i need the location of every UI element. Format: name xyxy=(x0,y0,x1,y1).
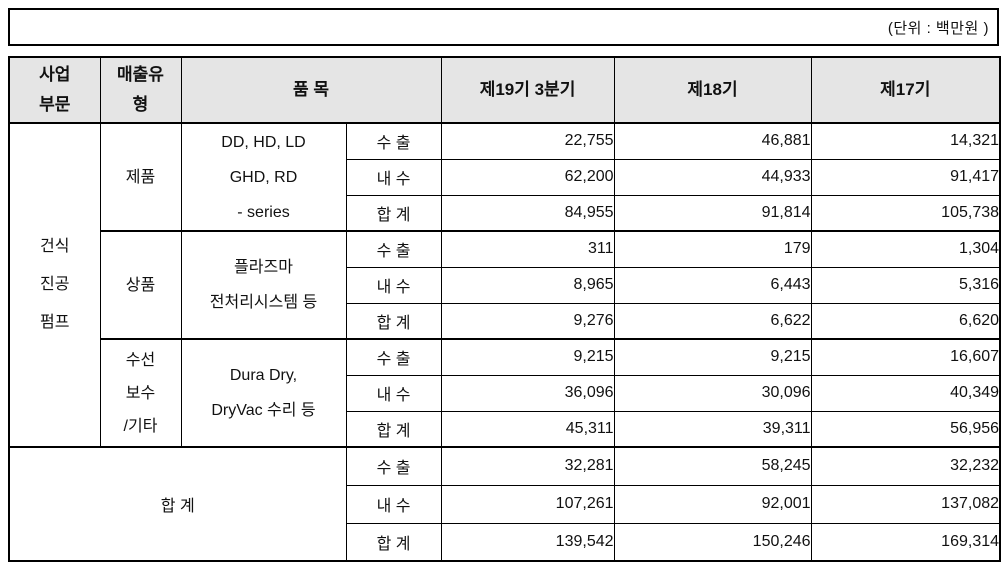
table-row: 합 계 9,276 6,622 6,620 xyxy=(9,302,1001,340)
value-cell: 40,349 xyxy=(810,374,1001,412)
value-cell: 139,542 xyxy=(440,522,615,562)
row-type-cell: 내 수 xyxy=(345,158,442,196)
header-row: 사업 부문 매출유 형 품 목 제19기 3분기 제18기 제17기 xyxy=(8,56,1001,124)
value-cell: 45,311 xyxy=(440,410,615,448)
col-header-period-18: 제18기 xyxy=(613,56,812,124)
value-cell: 44,933 xyxy=(613,158,812,196)
table-row: 내 수 36,096 30,096 40,349 xyxy=(9,374,1001,412)
row-type-cell: 합 계 xyxy=(345,302,442,340)
item-cell-repair: Dura Dry, DryVac 수리 등 xyxy=(180,338,347,448)
value-cell: 137,082 xyxy=(810,484,1001,524)
value-cell: 6,622 xyxy=(613,302,812,340)
sales-type-cell-product: 제품 xyxy=(99,122,182,232)
value-cell: 6,620 xyxy=(810,302,1001,340)
row-type-cell: 수 출 xyxy=(345,338,442,376)
table-row: 합 계 139,542 150,246 169,314 xyxy=(9,522,1001,562)
col-header-item: 품 목 xyxy=(180,56,442,124)
row-type-cell: 수 출 xyxy=(345,230,442,268)
value-cell: 311 xyxy=(440,230,615,268)
table-row: 내 수 107,261 92,001 137,082 xyxy=(9,484,1001,524)
row-type-cell: 수 출 xyxy=(345,122,442,160)
table-row: 건식 진공 펌프 제품 DD, HD, LD GHD, RD - series … xyxy=(8,122,1001,448)
value-cell: 32,281 xyxy=(440,446,615,486)
value-cell: 91,417 xyxy=(810,158,1001,196)
table-row: 상품 플라즈마 전처리시스템 등 수 출 311 179 1,304 xyxy=(9,230,1001,340)
value-cell: 5,316 xyxy=(810,266,1001,304)
table-row: 수선 보수 /기타 Dura Dry, DryVac 수리 등 수 출 9,21… xyxy=(9,338,1001,448)
table-row: 내 수 8,965 6,443 5,316 xyxy=(9,266,1001,304)
col-header-segment: 사업 부문 xyxy=(8,56,101,124)
value-cell: 179 xyxy=(613,230,812,268)
value-cell: 39,311 xyxy=(613,410,812,448)
sales-type-cell-repair: 수선 보수 /기타 xyxy=(99,338,182,448)
row-type-cell: 합 계 xyxy=(345,522,442,562)
row-type-cell: 내 수 xyxy=(345,374,442,412)
value-cell: 14,321 xyxy=(810,122,1001,160)
value-cell: 8,965 xyxy=(440,266,615,304)
value-cell: 107,261 xyxy=(440,484,615,524)
table-row: 합 계 84,955 91,814 105,738 xyxy=(9,194,1001,232)
row-type-cell: 수 출 xyxy=(345,446,442,486)
grand-total-cell: 합 계 xyxy=(8,446,347,562)
unit-label: (단위 : 백만원 ) xyxy=(887,19,989,37)
item-cell-goods: 플라즈마 전처리시스템 등 xyxy=(180,230,347,340)
segment-cell: 건식 진공 펌프 xyxy=(8,122,101,448)
value-cell: 9,276 xyxy=(440,302,615,340)
table-row: 내 수 62,200 44,933 91,417 xyxy=(9,158,1001,196)
col-header-period-17: 제17기 xyxy=(810,56,1001,124)
row-type-cell: 합 계 xyxy=(345,410,442,448)
value-cell: 150,246 xyxy=(613,522,812,562)
value-cell: 22,755 xyxy=(440,122,615,160)
value-cell: 91,814 xyxy=(613,194,812,232)
value-cell: 58,245 xyxy=(613,446,812,486)
value-cell: 9,215 xyxy=(440,338,615,376)
value-cell: 36,096 xyxy=(440,374,615,412)
value-cell: 105,738 xyxy=(810,194,1001,232)
row-type-cell: 내 수 xyxy=(345,266,442,304)
col-header-sales-type: 매출유 형 xyxy=(99,56,182,124)
value-cell: 9,215 xyxy=(613,338,812,376)
value-cell: 1,304 xyxy=(810,230,1001,268)
value-cell: 6,443 xyxy=(613,266,812,304)
value-cell: 46,881 xyxy=(613,122,812,160)
value-cell: 16,607 xyxy=(810,338,1001,376)
table-row: 합 계 수 출 32,281 58,245 32,232 xyxy=(8,446,1001,562)
row-type-cell: 합 계 xyxy=(345,194,442,232)
value-cell: 169,314 xyxy=(810,522,1001,562)
item-cell-product: DD, HD, LD GHD, RD - series xyxy=(180,122,347,232)
row-type-cell: 내 수 xyxy=(345,484,442,524)
value-cell: 92,001 xyxy=(613,484,812,524)
value-cell: 30,096 xyxy=(613,374,812,412)
value-cell: 32,232 xyxy=(810,446,1001,486)
table-row: 합 계 45,311 39,311 56,956 xyxy=(9,410,1001,448)
value-cell: 56,956 xyxy=(810,410,1001,448)
sales-by-segment-table: 사업 부문 매출유 형 품 목 제19기 3분기 제18기 제17기 건식 진공… xyxy=(8,56,1002,562)
unit-note-box: (단위 : 백만원 ) xyxy=(8,8,999,46)
value-cell: 84,955 xyxy=(440,194,615,232)
value-cell: 62,200 xyxy=(440,158,615,196)
col-header-period-19q3: 제19기 3분기 xyxy=(440,56,615,124)
sales-type-cell-goods: 상품 xyxy=(99,230,182,340)
